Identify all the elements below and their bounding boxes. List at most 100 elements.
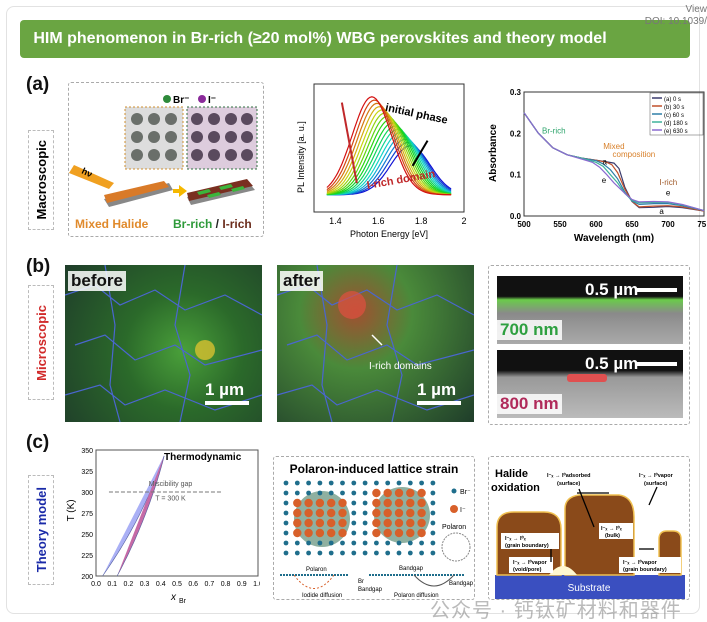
legend-entry: (d) 180 s: [664, 121, 688, 127]
bromide-ion: [430, 520, 436, 526]
pl-chart: 1.4 1.6 1.8 2 Photon Energy [eV] PL Intensity…: [296, 83, 467, 239]
bromide-ion: [294, 480, 300, 486]
bromide-ion: [374, 480, 379, 486]
reaction-adsorbed-site: (surface): [557, 481, 580, 487]
polaron-small-label: Polaron: [306, 567, 327, 573]
bromide-ion: [407, 480, 413, 486]
label-a: a: [602, 157, 607, 166]
halide-title: Halide: [495, 468, 528, 480]
iodide-ion: [383, 528, 392, 538]
bromide-ion: [430, 540, 436, 546]
scale-bar-label: 1 µm: [205, 380, 245, 399]
bromide-ion: [351, 510, 357, 516]
iodide-ion: [394, 518, 404, 528]
thermodynamic-title: Thermodynamic: [164, 452, 242, 463]
bromide-ion: [362, 520, 368, 526]
bromide-ion: [340, 540, 345, 546]
panel-label-a: (a): [26, 74, 50, 95]
y-tick-label: 250: [81, 532, 93, 539]
iodide-ion: [304, 518, 313, 528]
scale-bar: [637, 288, 677, 292]
iodide-ion: [406, 498, 415, 508]
x-tick-label: 0.5: [172, 581, 182, 588]
x-axis-subscript: Br: [179, 598, 187, 605]
side-label-text: Macroscopic: [33, 140, 49, 220]
panel-label-c: (c): [26, 432, 50, 453]
legend-entry: (a) 0 s: [664, 97, 681, 103]
bromide-ion: [407, 540, 413, 546]
x-tick-label: 0.4: [156, 581, 166, 588]
scale-bar-label: 0.5 µm: [585, 354, 639, 373]
y-tick-label: 225: [81, 553, 93, 560]
watermark: 公众号 · 钙钛矿材料和器件: [430, 600, 682, 622]
wavelength-700-label: 700 nm: [497, 320, 562, 340]
void: [549, 566, 577, 575]
i-rich-signal: [567, 374, 607, 382]
mixed-halide-label: Mixed Halide: [75, 217, 149, 231]
reaction-void-site: (void/pore): [513, 567, 542, 573]
iodide-ion: [394, 488, 404, 498]
bromide-ion: [306, 550, 311, 556]
bromide-ion: [374, 550, 379, 556]
iodide-ion: [315, 508, 325, 518]
iodide-ion: [293, 528, 302, 538]
pl-curve: [326, 132, 452, 196]
y-axis-label: T (K): [66, 499, 77, 521]
bromide-ion: [306, 480, 311, 486]
legend-i: I⁻: [208, 95, 216, 106]
pl-curve: [326, 128, 452, 196]
side-label-text: Theory model: [33, 487, 49, 573]
iodide-diffusion-label: Iodide diffusion: [302, 593, 342, 599]
bromide-ion: [328, 490, 334, 496]
bromide-ion: [283, 540, 289, 546]
polaron-circle-icon: [441, 532, 471, 562]
x-tick-label: 1.4: [329, 216, 342, 226]
bromide-ion: [385, 550, 391, 556]
reaction-adsorbed: I⁻ₓ → I⁰adsorbed: [547, 472, 591, 479]
halide-segregation-schematic: Br⁻ I⁻ hν Mixed Halide Br-rich / I-rich: [69, 95, 258, 231]
wavelength-800-label: 800 nm: [497, 394, 562, 414]
scale-bar-label: 0.5 µm: [585, 280, 639, 299]
doi-text: View DOI: 10.1039/: [645, 4, 707, 28]
before-image: before 1 µm: [65, 265, 262, 422]
iodide-ion: [372, 488, 381, 498]
br-rich-label: Br-rich: [173, 217, 212, 231]
absorbance-series: [523, 112, 705, 212]
bromide-ion: [328, 540, 334, 546]
iodide-ion: [406, 488, 415, 498]
x-tick-label: 0.7: [205, 581, 215, 588]
bromide-ion: [294, 540, 300, 546]
bromide-ion: [317, 490, 323, 496]
scale-bar: [417, 401, 461, 405]
x-tick-label: 1.0: [253, 581, 260, 588]
bromide-ion: [351, 550, 357, 556]
iodide-well: [293, 574, 335, 589]
scale-bar: [205, 401, 249, 405]
x-tick-label: 1.8: [415, 216, 428, 226]
bromide-ion: [430, 490, 436, 496]
x-axis-label: x: [170, 592, 177, 603]
reaction-labels: I⁻ₓ → I⁰ₓ(grain boundary) I⁻ₓ → I⁰vapor(…: [501, 472, 681, 573]
plot-frame: [95, 449, 259, 577]
bromide-ion: [351, 520, 357, 526]
bromide-ion: [351, 500, 357, 506]
bromide-ion: [396, 540, 402, 546]
side-label-text: Microscopic: [33, 304, 49, 381]
iodide-ion: [293, 508, 302, 518]
cross-section-box: 0.5 µm 700 nm 0.5 µm 800 nm: [488, 265, 690, 425]
hv-label: hν: [80, 166, 94, 180]
iodide-ion: [383, 488, 392, 498]
bromide-ion: [430, 530, 436, 536]
reaction-bulk: I⁻ₓ → I⁰ₓ: [601, 525, 623, 532]
x-axis-label: Wavelength (nm): [574, 233, 654, 244]
iodide-ion: [372, 498, 381, 508]
reaction-gb-1: I⁻ₓ → I⁰ₓ: [505, 535, 527, 542]
mixed-film: [104, 181, 169, 203]
legend-entry: (c) 60 s: [664, 113, 684, 119]
y-tick-label: 275: [81, 511, 93, 518]
slash: /: [212, 217, 222, 231]
bromide-ion: [362, 490, 368, 496]
label-e: e: [602, 176, 607, 185]
before-label: before: [68, 271, 126, 291]
iodide-ion: [304, 498, 313, 508]
